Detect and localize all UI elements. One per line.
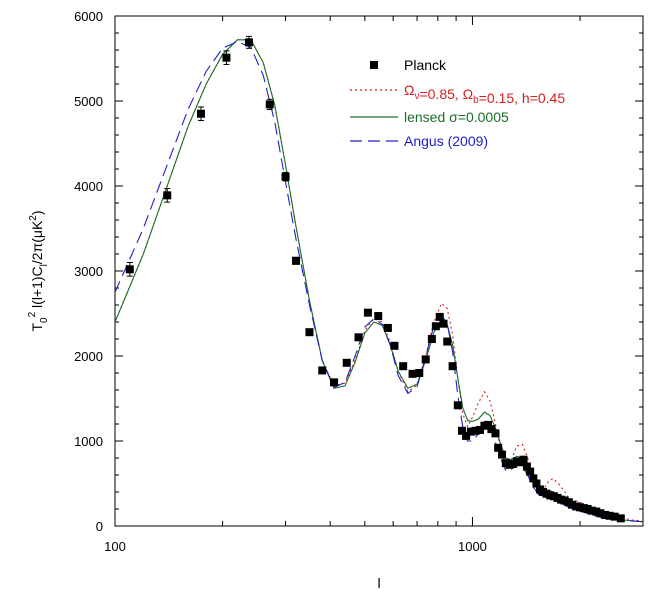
data-point xyxy=(483,420,492,429)
y-axis-label: T02 l(l+1)Cl/2π(μK2) xyxy=(27,210,50,331)
data-point xyxy=(342,358,351,367)
data-point xyxy=(439,319,448,328)
data-point xyxy=(458,426,467,435)
data-point xyxy=(462,431,471,440)
data-point xyxy=(431,322,440,331)
y-tick-label: 4000 xyxy=(74,179,103,194)
data-point xyxy=(305,328,314,337)
y-tick-label: 0 xyxy=(96,519,103,534)
data-point xyxy=(596,509,605,518)
data-point xyxy=(583,505,592,513)
data-point xyxy=(610,512,619,521)
data-point xyxy=(487,425,496,434)
data-point xyxy=(163,191,172,200)
axes: 0 1000 2000 3000 4000 5000 6000 100 1000 xyxy=(74,9,644,554)
legend-label-3: Angus (2009) xyxy=(404,133,488,149)
data-point xyxy=(601,510,610,519)
data-point xyxy=(616,514,625,523)
data-point xyxy=(532,479,541,488)
data-point xyxy=(443,337,452,346)
planck-data-points xyxy=(125,35,625,523)
data-point xyxy=(471,426,480,435)
data-point xyxy=(244,38,253,47)
data-point xyxy=(435,312,444,321)
data-point xyxy=(526,467,535,476)
data-point xyxy=(399,362,408,371)
y-tick-label: 1000 xyxy=(74,434,103,449)
data-point xyxy=(125,265,134,274)
data-point xyxy=(265,100,274,109)
data-point xyxy=(522,462,531,471)
data-point xyxy=(390,341,399,350)
data-point xyxy=(292,256,301,265)
data-point xyxy=(408,369,417,378)
x-axis-label: l xyxy=(377,575,380,590)
data-point xyxy=(519,455,528,464)
data-point xyxy=(427,335,436,343)
legend-label-2: lensed σ=0.0005 xyxy=(404,109,509,125)
data-point xyxy=(529,474,538,483)
data-point xyxy=(196,109,205,118)
data-point xyxy=(491,429,500,438)
y-tick-label: 6000 xyxy=(74,9,103,24)
y-tick-label: 2000 xyxy=(74,349,103,364)
data-point xyxy=(421,355,430,364)
data-point xyxy=(354,333,363,342)
data-point xyxy=(466,427,475,436)
data-point xyxy=(588,506,597,515)
legend-label-0: Planck xyxy=(404,57,447,73)
y-tick-label: 5000 xyxy=(74,94,103,109)
data-point xyxy=(318,366,327,375)
data-point xyxy=(568,500,577,509)
legend-label-1: Ων=0.85, Ωb=0.15, h=0.45 xyxy=(404,82,565,106)
data-point xyxy=(363,308,372,317)
legend-marker-planck xyxy=(370,61,378,69)
data-point xyxy=(330,378,339,387)
data-point xyxy=(281,172,290,181)
x-tick-label: 100 xyxy=(104,539,126,554)
data-point xyxy=(560,496,569,505)
data-point xyxy=(476,425,485,434)
data-point xyxy=(448,362,457,371)
data-point xyxy=(415,369,424,377)
data-point xyxy=(383,323,392,332)
data-point xyxy=(453,401,462,410)
data-point xyxy=(494,443,503,452)
legend: Planck Ων=0.85, Ωb=0.15, h=0.45 lensed σ=0… xyxy=(350,57,565,149)
data-point xyxy=(222,53,231,62)
data-point xyxy=(605,511,614,520)
y-axis-label-text: T02 l(l+1)Cl/2π(μK2) xyxy=(27,210,50,331)
x-tick-label: 1000 xyxy=(458,539,487,554)
data-point xyxy=(374,312,383,321)
data-point xyxy=(592,507,601,516)
data-point xyxy=(498,450,507,459)
y-tick-label: 3000 xyxy=(74,264,103,279)
